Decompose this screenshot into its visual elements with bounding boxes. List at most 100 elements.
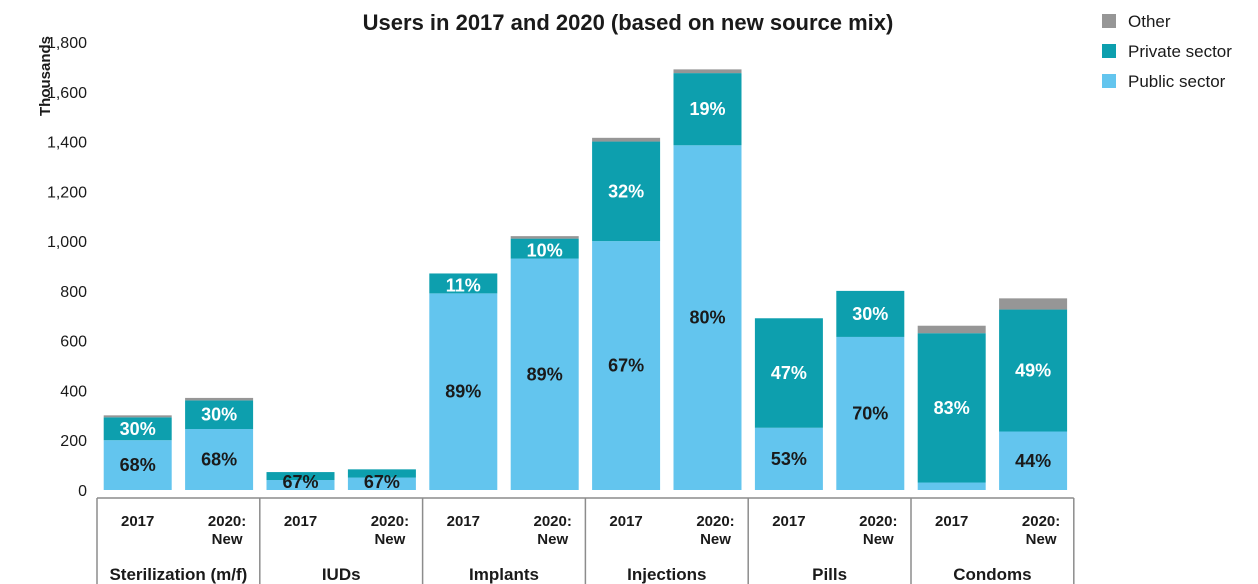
bar-value-label: 19% <box>689 99 725 119</box>
y-tick-label: 1,400 <box>47 135 87 152</box>
bar-value-label: 80% <box>689 308 725 328</box>
y-axis-label: Thousands <box>37 36 54 116</box>
bar-value-label: 30% <box>120 419 156 439</box>
y-tick-label: 600 <box>60 334 87 351</box>
bar-value-label: 67% <box>364 472 400 492</box>
bar-value-label: 83% <box>934 398 970 418</box>
bar-value-label: 49% <box>1015 361 1051 381</box>
bar-value-label: 30% <box>201 405 237 425</box>
bar-value-label: 53% <box>771 449 807 469</box>
bar-segment <box>836 290 905 337</box>
bar-segment <box>917 333 986 483</box>
x-tick-label: 2020: <box>208 513 246 530</box>
x-group-label: Sterilization (m/f) <box>109 565 247 584</box>
bar-segment <box>754 427 823 490</box>
legend-label: Private sector <box>1128 42 1232 61</box>
bar-segment <box>592 241 661 490</box>
x-group-label: Implants <box>469 565 539 584</box>
bar-segment <box>185 397 254 401</box>
bar-segment <box>347 469 416 478</box>
bar-segment <box>347 477 416 490</box>
bar-segment <box>999 309 1068 432</box>
bar-segment <box>999 431 1068 490</box>
y-tick-label: 1,800 <box>47 35 87 52</box>
bar-segment <box>429 293 498 490</box>
legend-label: Other <box>1128 12 1171 31</box>
y-tick-label: 800 <box>60 284 87 301</box>
x-tick-label: 2020: <box>534 513 572 530</box>
y-tick-label: 1,600 <box>47 85 87 102</box>
bar-labels-layer: 68% 30% 68% 30% 67% 67% 89% 11% 89% 10% 67% 32% 80% 1… <box>120 99 1051 492</box>
bar-value-label: 68% <box>120 455 156 475</box>
bar-value-label: 70% <box>852 403 888 423</box>
bar-value-label: 67% <box>282 472 318 492</box>
legend-swatch <box>1102 14 1116 28</box>
x-tick-label-line2: New <box>374 531 405 548</box>
x-tick-label: 2020: <box>371 513 409 530</box>
bar-segment <box>673 69 742 74</box>
bar-value-label: 47% <box>771 363 807 383</box>
y-tick-label: 0 <box>78 483 87 500</box>
x-tick-label: 2017 <box>609 513 642 530</box>
legend: Other Private sector Public sector <box>1102 12 1232 91</box>
bar-segment <box>103 440 172 490</box>
bar-segment <box>999 298 1068 310</box>
x-tick-label: 2017 <box>284 513 317 530</box>
bar-segment <box>917 482 986 490</box>
bar-value-label: 44% <box>1015 451 1051 471</box>
x-tick-label: 2017 <box>121 513 154 530</box>
y-tick-label: 400 <box>60 383 87 400</box>
legend-swatch <box>1102 44 1116 58</box>
x-tick-label-line2: New <box>212 531 243 548</box>
bar-segment <box>592 141 661 242</box>
bar-segment <box>185 400 254 430</box>
x-group-label: Condoms <box>953 565 1031 584</box>
x-tick-label-line2: New <box>700 531 731 548</box>
bar-segment <box>103 415 172 418</box>
chart-title: Users in 2017 and 2020 (based on new sou… <box>363 10 894 35</box>
bar-value-label: 68% <box>201 450 237 470</box>
y-axis-ticks: 0 200 400 600 800 1,000 1,200 1,400 1,600 1,800 <box>47 35 87 500</box>
bar-segment <box>185 429 254 490</box>
bar-segment <box>592 137 661 142</box>
y-tick-label: 1,200 <box>47 184 87 201</box>
x-tick-label: 2020: <box>859 513 897 530</box>
bar-value-label: 89% <box>445 382 481 402</box>
bar-value-label: 10% <box>527 241 563 261</box>
bar-segment <box>510 258 579 490</box>
bar-value-label: 30% <box>852 304 888 324</box>
x-tick-label: 2020: <box>1022 513 1060 530</box>
bar-segment <box>510 236 579 239</box>
bar-segment <box>510 238 579 259</box>
bar-value-label: 89% <box>527 364 563 384</box>
x-group-label: Injections <box>627 565 706 584</box>
bars-layer <box>103 69 1068 491</box>
x-group-label: Pills <box>812 565 847 584</box>
y-tick-label: 200 <box>60 433 87 450</box>
bar-segment <box>103 417 172 441</box>
legend-label: Public sector <box>1128 72 1226 91</box>
x-tick-label-line2: New <box>1026 531 1057 548</box>
bar-segment <box>266 472 335 481</box>
bar-value-label: 32% <box>608 181 644 201</box>
x-group-label: IUDs <box>322 565 361 584</box>
bar-segment <box>754 318 823 428</box>
bar-value-label: 67% <box>608 356 644 376</box>
y-tick-label: 1,000 <box>47 234 87 251</box>
x-tick-label: 2017 <box>772 513 805 530</box>
x-tick-label: 2020: <box>696 513 734 530</box>
bar-segment <box>836 336 905 490</box>
x-tick-label: 2017 <box>447 513 480 530</box>
x-tick-label-line2: New <box>863 531 894 548</box>
x-tick-label-line2: New <box>537 531 568 548</box>
legend-swatch <box>1102 74 1116 88</box>
bar-segment <box>917 325 986 334</box>
bar-segment <box>673 73 742 146</box>
x-tick-label: 2017 <box>935 513 968 530</box>
bar-segment <box>673 145 742 491</box>
bar-segment <box>429 273 498 294</box>
bar-segment <box>266 480 335 490</box>
bar-value-label: 11% <box>446 275 481 295</box>
